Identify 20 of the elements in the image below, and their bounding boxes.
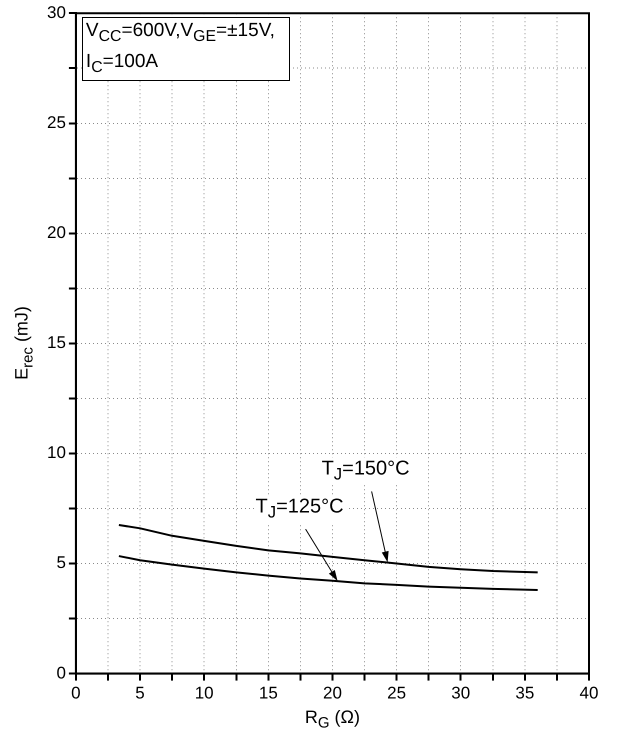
x-tick-label: 0 (71, 683, 81, 702)
y-tick-label: 5 (56, 553, 66, 572)
y-tick-label: 0 (56, 663, 66, 682)
x-tick-label: 10 (194, 683, 214, 702)
y-tick-label: 20 (46, 223, 66, 242)
x-tick-label: 30 (451, 683, 470, 702)
y-tick-label: 15 (46, 333, 66, 352)
annotation: T$_{J}$=150°C (320, 458, 412, 485)
x-axis-title: R$_{G}$ (Ω) (304, 707, 361, 732)
x-tick-label: 20 (322, 683, 342, 702)
x-tick-label: 15 (258, 683, 278, 702)
annotation: T$_{J}$=125°C (254, 496, 346, 523)
y-tick-label: 25 (46, 112, 66, 132)
y-tick-label: 10 (46, 443, 66, 462)
x-tick-label: 25 (387, 683, 406, 702)
x-tick-label: 5 (135, 683, 145, 702)
y-tick-label: 30 (46, 2, 66, 22)
x-tick-label: 35 (515, 683, 534, 702)
text: V$_{CC}$=600V,V$_{GE}$=±15V, I$_{C}$=100A (86, 20, 275, 76)
x-tick-label: 40 (580, 683, 598, 702)
